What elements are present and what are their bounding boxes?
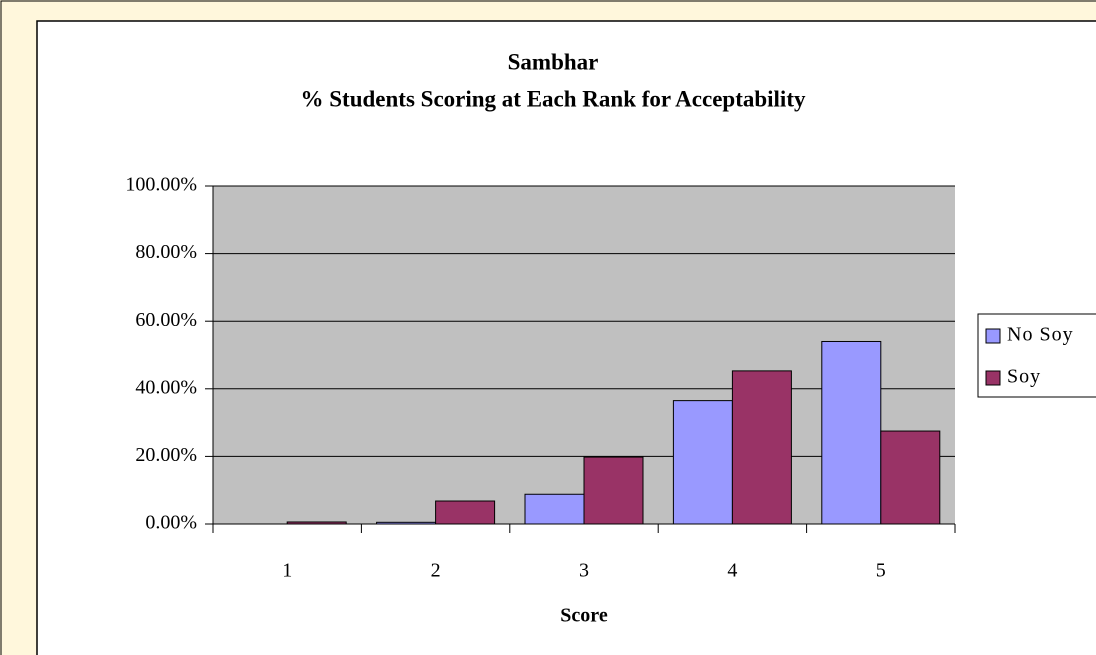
bar [880, 430, 941, 525]
x-tick-label: 3 [579, 560, 589, 582]
chart-subtitle: % Students Scoring at Each Rank for Acce… [301, 86, 806, 111]
bar [672, 400, 733, 525]
y-tick-label: 0.00% [145, 512, 197, 534]
y-tick-label: 80.00% [135, 241, 197, 263]
y-tick-label: 100.00% [125, 174, 197, 196]
bar [524, 493, 585, 525]
y-tick-label: 40.00% [135, 376, 197, 398]
legend-label: No Soy [1007, 324, 1074, 346]
x-tick-label: 5 [876, 560, 886, 582]
bar [731, 370, 792, 525]
bar [821, 340, 882, 525]
bar [583, 456, 644, 525]
y-tick-label: 20.00% [135, 444, 197, 466]
bar [435, 500, 496, 525]
x-axis-label: Score [560, 605, 608, 627]
legend-swatch [985, 328, 1001, 344]
legend-swatch [985, 370, 1001, 386]
chart-title: Sambhar [508, 49, 599, 74]
x-tick-label: 4 [727, 560, 737, 582]
legend-label: Soy [1007, 366, 1041, 388]
x-tick-label: 1 [282, 560, 292, 582]
x-tick-label: 2 [431, 560, 441, 582]
y-tick-label: 60.00% [135, 309, 197, 331]
